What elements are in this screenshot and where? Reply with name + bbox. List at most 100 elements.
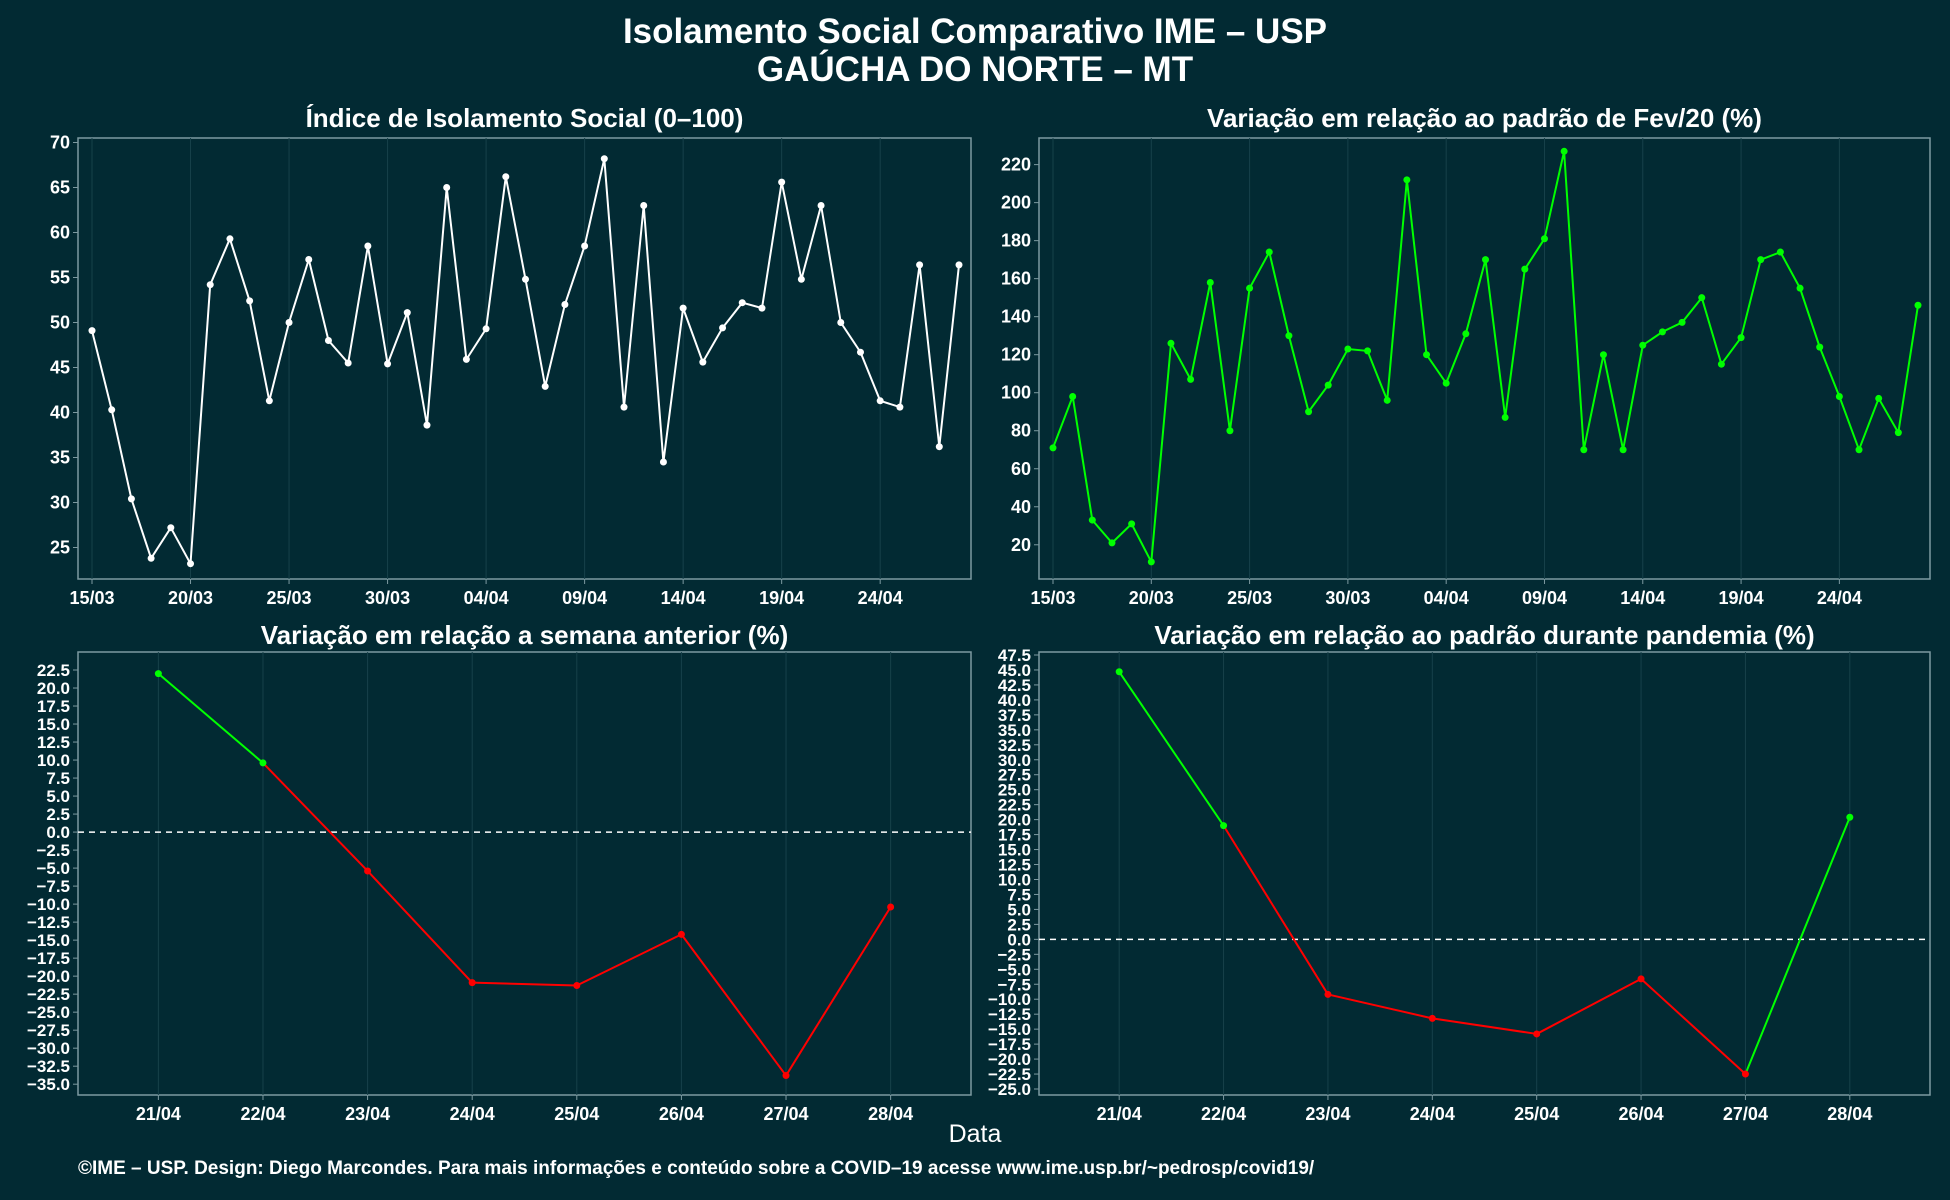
y-tick-label: −22.5 [27,985,70,1004]
y-tick-label: 32.5 [998,736,1031,755]
y-tick-label: 5.0 [1007,900,1031,919]
y-tick-label: −17.5 [27,949,70,968]
y-tick-label: 60 [1011,459,1031,479]
y-tick-label: 65 [50,178,70,198]
data-point [1741,1070,1749,1078]
data-point [1206,278,1214,286]
y-tick-label: 37.5 [998,706,1031,725]
y-tick-label: 180 [1001,231,1031,251]
y-tick-label: −7.5 [36,877,70,896]
main-subtitle: GAÚCHA DO NORTE – MT [756,50,1194,89]
y-tick-label: −25.0 [988,1080,1031,1099]
chart-panel-3: Variação em relação a semana anterior (%… [27,620,972,1124]
panel-border [77,137,972,580]
data-point [677,930,685,938]
y-tick-label: 20.0 [998,811,1031,830]
data-point [1540,235,1548,243]
y-tick-label: −2.5 [997,945,1031,964]
panel-border [1038,651,1931,1096]
x-tick-label: 04/04 [464,588,509,608]
data-point [305,256,313,263]
y-tick-label: −7.5 [997,975,1031,994]
x-tick-label: 28/04 [1827,1104,1872,1124]
series-segment [1744,816,1851,1075]
data-point [1658,328,1666,336]
data-point [1462,330,1470,338]
data-point [1835,393,1843,401]
x-tick-label: 14/04 [1620,588,1665,608]
y-tick-label: −2.5 [36,841,70,860]
credit-text: ©IME – USP. Design: Diego Marcondes. Par… [78,1158,1315,1179]
series-segment [785,906,892,1077]
data-point [1428,1014,1436,1022]
data-point [620,403,628,411]
chart-panel-2: Variação em relação ao padrão de Fev/20 … [1001,103,1931,608]
series-segment [576,933,682,987]
data-point [896,403,904,411]
data-point [468,979,476,987]
data-point [640,202,648,209]
x-tick-label: 27/04 [763,1104,808,1124]
x-tick-label: 25/04 [1514,1104,1559,1124]
data-point [738,299,746,307]
main-title: Isolamento Social Comparativo IME – USP [622,12,1328,51]
x-tick-label: 21/04 [136,1104,181,1124]
x-tick-label: 25/04 [554,1104,599,1124]
data-point [259,759,267,767]
data-point [1482,256,1489,264]
y-tick-label: −30.0 [27,1039,70,1058]
data-point [344,359,352,367]
data-point [154,670,162,678]
data-point [1108,539,1116,547]
data-point [679,304,687,312]
y-tick-label: 70 [50,133,70,153]
y-tick-label: 60 [50,223,70,243]
y-tick-label: 7.5 [46,769,70,788]
x-tick-label: 24/04 [450,1104,495,1124]
data-point [600,155,608,163]
data-point [1894,429,1902,437]
data-point [522,275,529,283]
y-tick-label: 10.0 [37,751,70,770]
data-point [1816,343,1824,351]
data-point [1796,284,1804,292]
data-point [1324,381,1332,389]
data-point [1364,347,1372,355]
data-point [1737,334,1745,342]
data-point [1501,413,1509,421]
x-tick-label: 23/04 [1305,1104,1350,1124]
y-tick-label: 30 [50,493,70,513]
data-point [226,235,234,243]
data-point [167,524,175,532]
data-point [1914,301,1922,309]
data-point [1846,813,1854,821]
y-tick-label: 35.0 [998,721,1031,740]
x-tick-label: 09/04 [1522,588,1567,608]
series-segment [366,870,473,984]
data-point [324,337,332,344]
data-point [1423,351,1431,359]
series-segment [157,672,264,764]
x-tick-label: 19/04 [1719,588,1764,608]
chart-title: Variação em relação ao padrão durante pa… [1154,620,1814,650]
y-tick-label: −27.5 [27,1021,70,1040]
x-tick-label: 30/03 [1325,588,1370,608]
y-tick-label: −10.0 [988,990,1031,1009]
data-point [462,355,470,363]
data-point [108,406,116,414]
y-tick-label: 140 [1001,307,1031,327]
data-point [1344,345,1352,353]
x-tick-label: 04/04 [1424,588,1469,608]
data-point [1115,668,1123,676]
data-point [1088,516,1096,524]
chart-panel-4: Variação em relação ao padrão durante pa… [988,620,1931,1124]
y-tick-label: 120 [1001,345,1031,365]
y-tick-label: 200 [1001,193,1031,213]
y-tick-label: 5.0 [46,787,70,806]
y-tick-label: 25 [50,538,70,558]
data-point [1324,990,1332,998]
x-axis-label: Data [948,1120,1002,1148]
x-tick-label: 14/04 [661,588,706,608]
data-point [1533,1030,1541,1038]
